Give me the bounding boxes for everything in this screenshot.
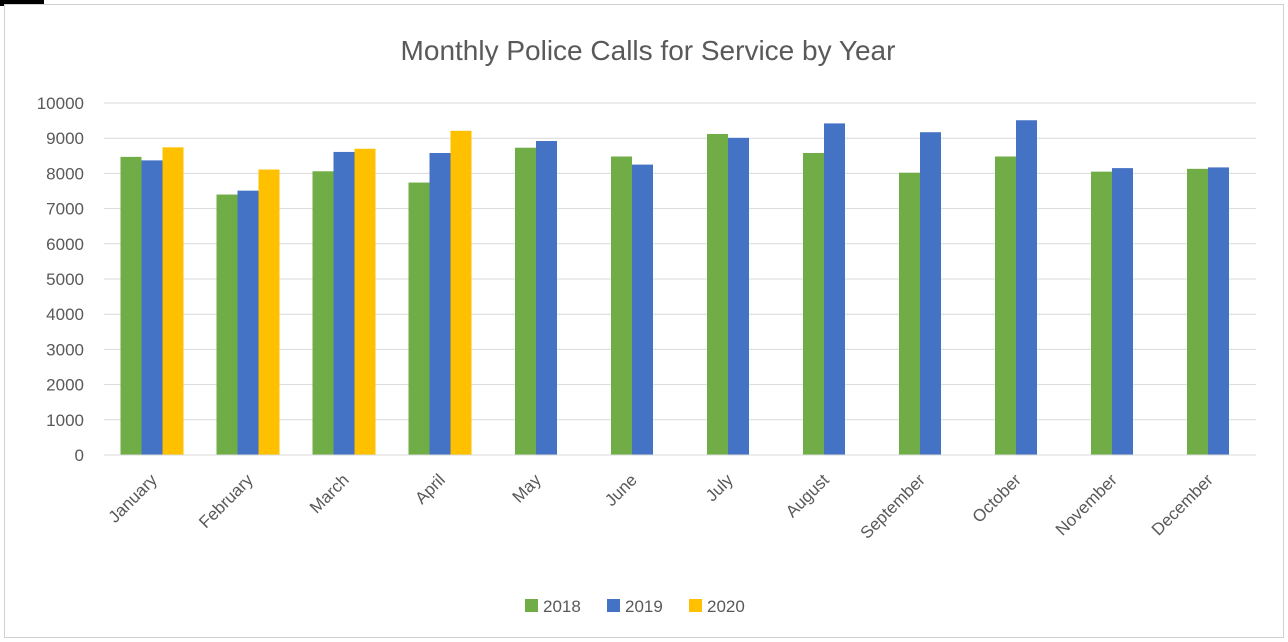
bar-2019-april bbox=[429, 152, 451, 455]
gridlines bbox=[104, 102, 1256, 421]
x-tick-label: July bbox=[702, 470, 737, 505]
bar-2018-may bbox=[515, 147, 536, 456]
bar-2020-january bbox=[162, 147, 184, 456]
x-tick-label: October bbox=[969, 470, 1025, 526]
x-tick-label: February bbox=[195, 470, 257, 532]
legend-swatch-2019 bbox=[607, 599, 620, 612]
legend-label-2019: 2019 bbox=[625, 597, 663, 616]
bar-2018-march bbox=[312, 171, 334, 455]
y-tick-label: 5000 bbox=[46, 270, 84, 289]
bar-2019-may bbox=[536, 141, 557, 456]
y-tick-label: 3000 bbox=[46, 340, 84, 359]
x-tick-label: December bbox=[1148, 470, 1217, 539]
x-tick-label: September bbox=[857, 470, 929, 542]
bar-2018-january bbox=[120, 156, 142, 455]
y-tick-label: 4000 bbox=[46, 305, 84, 324]
bar-2020-march bbox=[354, 148, 376, 455]
bar-2018-april bbox=[408, 182, 430, 455]
bar-2018-september bbox=[899, 172, 920, 456]
chart-title: Monthly Police Calls for Service by Year bbox=[401, 35, 896, 66]
legend-swatch-2018 bbox=[525, 599, 538, 612]
plot-bars bbox=[120, 120, 1229, 456]
bar-2020-april bbox=[450, 130, 472, 456]
x-tick-label: January bbox=[105, 470, 162, 527]
bar-2018-february bbox=[216, 194, 238, 455]
legend: 2018 2019 2020 bbox=[525, 597, 745, 616]
y-tick-label: 2000 bbox=[46, 376, 84, 395]
y-tick-label: 7000 bbox=[46, 200, 84, 219]
bar-2019-february bbox=[237, 190, 259, 455]
bar-2019-september bbox=[920, 132, 941, 455]
bar-2018-november bbox=[1091, 171, 1112, 455]
bar-2019-october bbox=[1016, 120, 1037, 456]
bar-2018-august bbox=[803, 152, 824, 455]
x-tick-label: August bbox=[782, 470, 833, 521]
x-tick-label: June bbox=[601, 470, 641, 510]
bar-2018-june bbox=[611, 156, 632, 455]
bar-2019-august bbox=[824, 123, 845, 455]
y-tick-label: 9000 bbox=[46, 129, 84, 148]
bar-2018-october bbox=[995, 156, 1016, 455]
legend-swatch-2020 bbox=[689, 599, 702, 612]
y-tick-label: 0 bbox=[75, 446, 84, 465]
corner-mark bbox=[0, 0, 44, 6]
x-tick-label: November bbox=[1052, 470, 1121, 539]
y-tick-label: 10000 bbox=[37, 94, 84, 113]
legend-label-2020: 2020 bbox=[707, 597, 745, 616]
y-tick-label: 1000 bbox=[46, 411, 84, 430]
bar-2020-february bbox=[258, 169, 280, 455]
y-tick-label: 8000 bbox=[46, 164, 84, 183]
bar-2018-december bbox=[1187, 168, 1208, 455]
bar-2019-july bbox=[728, 137, 749, 455]
bar-2019-march bbox=[333, 151, 355, 456]
x-tick-label: April bbox=[411, 470, 448, 507]
legend-label-2018: 2018 bbox=[543, 597, 581, 616]
y-tick-label: 6000 bbox=[46, 235, 84, 254]
bar-2019-january bbox=[141, 160, 163, 455]
x-tick-label: May bbox=[509, 470, 545, 506]
bar-2019-december bbox=[1208, 167, 1229, 455]
bar-2019-november bbox=[1112, 168, 1133, 455]
x-axis: January February March April May June July Augu… bbox=[105, 470, 1217, 543]
x-tick-label: March bbox=[306, 470, 353, 517]
bar-2018-july bbox=[707, 133, 728, 455]
y-axis: 0 1000 2000 3000 4000 5000 6000 7000 8000 9000 100… bbox=[37, 94, 84, 465]
bar-2019-june bbox=[632, 164, 653, 455]
